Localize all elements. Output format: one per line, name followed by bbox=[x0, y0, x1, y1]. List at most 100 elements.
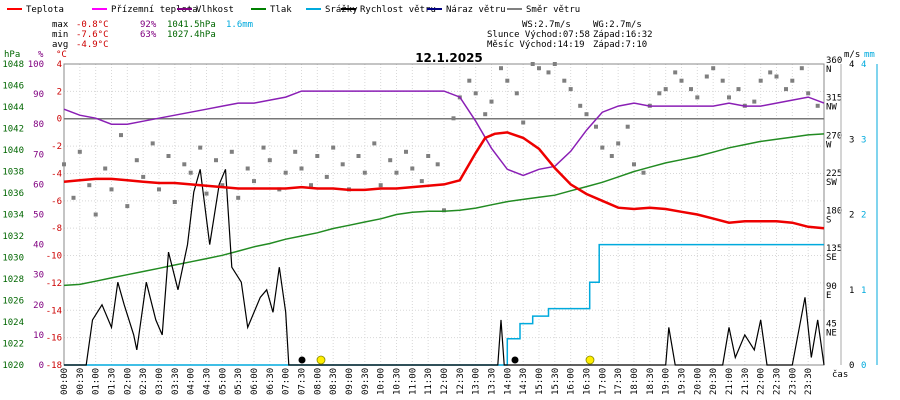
wind-direction-mark bbox=[806, 91, 811, 96]
wind-direction-mark bbox=[562, 78, 567, 83]
axis-time-tick: 18:00 bbox=[630, 368, 640, 395]
wind-direction-mark bbox=[673, 70, 678, 75]
wind-direction-mark bbox=[182, 162, 187, 167]
wind-direction-mark bbox=[93, 212, 98, 217]
axis-time-tick: 13:00 bbox=[472, 368, 482, 395]
axis-time-tick: 04:00 bbox=[187, 368, 197, 395]
axis-dir-tick: 225 bbox=[826, 169, 842, 179]
axis-time-tick: 21:00 bbox=[725, 368, 735, 395]
axis-dir-name: E bbox=[826, 291, 831, 301]
axis-dir-tick: 315 bbox=[826, 94, 842, 104]
stat-min-temp: -7.6°C bbox=[76, 30, 109, 40]
wind-direction-mark bbox=[388, 158, 393, 163]
wind-direction-mark bbox=[62, 162, 66, 167]
axis-pct-tick: 30 bbox=[33, 271, 44, 281]
axis-time-tick: 08:00 bbox=[313, 368, 323, 395]
wind-direction-mark bbox=[141, 174, 146, 179]
wind-direction-mark bbox=[625, 124, 630, 129]
legend-label-smer-vetru: Směr větru bbox=[526, 5, 580, 15]
wind-direction-mark bbox=[499, 66, 503, 71]
axis-hpa-tick: 1036 bbox=[2, 189, 24, 199]
axis-hpa-tick: 1030 bbox=[2, 254, 24, 264]
axis-mm-tick: 4 bbox=[861, 60, 866, 70]
wind-direction-mark bbox=[340, 162, 345, 167]
axis-temperature: 4 2 0 -2 -4 -6 -8 -10 -12 -14 -16 -18 bbox=[46, 60, 62, 371]
wind-direction-mark bbox=[546, 70, 551, 75]
axis-unit-mm: mm bbox=[864, 50, 875, 60]
sunset-marker bbox=[585, 355, 595, 365]
axis-time-tick: 09:00 bbox=[345, 368, 355, 395]
axis-pct-tick: 40 bbox=[33, 241, 44, 251]
axis-precipitation: 4 3 2 1 0 bbox=[861, 60, 866, 371]
axis-time-tick: 03:00 bbox=[155, 368, 165, 395]
wind-direction-mark bbox=[378, 183, 383, 188]
wind-direction-mark bbox=[727, 95, 731, 100]
wind-direction-mark bbox=[204, 191, 209, 196]
wind-direction-mark bbox=[435, 162, 440, 167]
axis-dir-tick: 45 bbox=[826, 319, 837, 329]
axis-ms-tick: 0 bbox=[849, 361, 854, 371]
wind-direction-mark bbox=[356, 154, 361, 158]
axis-time-tick: 08:30 bbox=[329, 368, 339, 395]
wind-direction-mark bbox=[768, 70, 773, 75]
axis-hpa-tick: 1042 bbox=[2, 125, 24, 135]
axis-temp-tick: 2 bbox=[57, 87, 62, 97]
wind-direction-mark bbox=[410, 166, 415, 171]
moon-rise: Měsíc Východ:14:19 bbox=[487, 40, 585, 50]
axis-time-tick: 04:30 bbox=[203, 368, 213, 395]
axis-pct-tick: 50 bbox=[33, 211, 44, 221]
wind-direction-mark bbox=[483, 112, 488, 117]
wind-direction-mark bbox=[71, 195, 76, 200]
axis-time-tick: 14:00 bbox=[503, 368, 513, 395]
axis-time-tick: 16:30 bbox=[583, 368, 593, 395]
wind-direction-mark bbox=[134, 158, 139, 163]
x-axis-label: čas bbox=[832, 369, 848, 380]
axis-dir-tick: 360 bbox=[826, 56, 842, 66]
axis-hpa-tick: 1026 bbox=[2, 297, 24, 307]
axis-ms-tick: 2 bbox=[849, 211, 854, 221]
legend-label-teplota: Teplota bbox=[26, 5, 64, 15]
axis-time-tick: 16:00 bbox=[567, 368, 577, 395]
ws-value: WS:2.7m/s bbox=[522, 20, 571, 30]
wind-direction-mark bbox=[473, 91, 478, 96]
wind-direction-mark bbox=[77, 149, 82, 154]
wind-direction-mark bbox=[419, 179, 424, 184]
humidity-line bbox=[63, 90, 825, 177]
axis-temp-tick: -6 bbox=[51, 197, 62, 207]
axis-dir-tick: 135 bbox=[826, 244, 842, 254]
moon-set-marker bbox=[298, 356, 306, 364]
axis-pct-tick: 0 bbox=[39, 361, 44, 371]
wind-direction-mark bbox=[404, 149, 408, 154]
wind-direction-mark bbox=[252, 179, 256, 184]
axis-time-tick: 23:00 bbox=[788, 368, 798, 395]
axis-time-tick: 10:30 bbox=[393, 368, 403, 395]
axis-pct-tick: 60 bbox=[33, 180, 44, 190]
wind-direction-mark bbox=[790, 78, 795, 83]
wind-direction-mark bbox=[600, 145, 605, 150]
wind-direction-mark bbox=[103, 166, 108, 171]
wind-direction-mark bbox=[632, 162, 636, 167]
wind-direction-mark bbox=[309, 183, 313, 188]
stat-max-rain: 1.6mm bbox=[226, 20, 253, 30]
wind-direction-mark bbox=[695, 95, 700, 100]
axis-hpa-tick: 1024 bbox=[2, 318, 24, 328]
axis-temp-tick: 0 bbox=[57, 115, 62, 125]
axis-time-tick: 05:30 bbox=[234, 368, 244, 395]
wind-direction-mark bbox=[774, 74, 779, 79]
axis-hpa-tick: 1038 bbox=[2, 168, 24, 178]
axis-hpa-tick: 1046 bbox=[2, 82, 24, 92]
wind-direction-mark bbox=[657, 91, 662, 96]
wind-direction-mark bbox=[641, 170, 646, 175]
axis-dir-name: SW bbox=[826, 178, 837, 188]
wind-direction-mark bbox=[451, 116, 456, 121]
wind-direction-mark bbox=[394, 170, 399, 175]
axis-time-tick: 00:30 bbox=[76, 368, 86, 395]
axis-hpa: 1048 1046 1044 1042 1040 1038 1036 1034 1032 1030… bbox=[2, 60, 24, 371]
wind-direction-mark bbox=[87, 183, 92, 188]
moon-set: Západ:7:10 bbox=[593, 40, 647, 50]
wind-direction-mark bbox=[514, 91, 519, 96]
axis-temp-tick: -14 bbox=[46, 306, 62, 316]
wind-direction-mark bbox=[157, 187, 161, 192]
wind-direction-mark bbox=[267, 158, 272, 163]
